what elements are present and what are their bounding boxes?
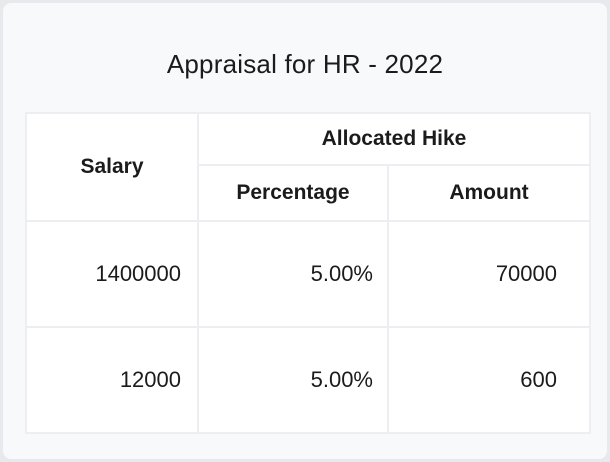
cell-amount: 70000 [389, 222, 589, 326]
header-row-group: Salary Allocated Hike [27, 114, 589, 220]
header-cell-percentage: Percentage [199, 166, 387, 220]
table-row: 1400000 5.00% 70000 [27, 222, 589, 326]
header-cell-salary: Salary [27, 114, 197, 220]
table-row: 12000 5.00% 600 [27, 328, 589, 432]
cell-salary: 1400000 [27, 222, 197, 326]
cell-salary: 12000 [27, 328, 197, 432]
table-body: 1400000 5.00% 70000 12000 5.00% 600 [27, 222, 589, 432]
table-header: Salary Allocated Hike Percentage Amount [27, 114, 589, 220]
cell-percentage: 5.00% [199, 222, 387, 326]
report-card: Appraisal for HR - 2022 Salary Allocated… [3, 3, 607, 459]
cell-percentage: 5.00% [199, 328, 387, 432]
header-cell-allocated-hike: Allocated Hike [199, 114, 589, 164]
header-cell-amount: Amount [389, 166, 589, 220]
appraisal-table: Salary Allocated Hike Percentage Amount … [25, 112, 591, 434]
report-title: Appraisal for HR - 2022 [166, 49, 444, 79]
header-row-sub: Percentage Amount [27, 166, 589, 220]
cell-amount: 600 [389, 328, 589, 432]
